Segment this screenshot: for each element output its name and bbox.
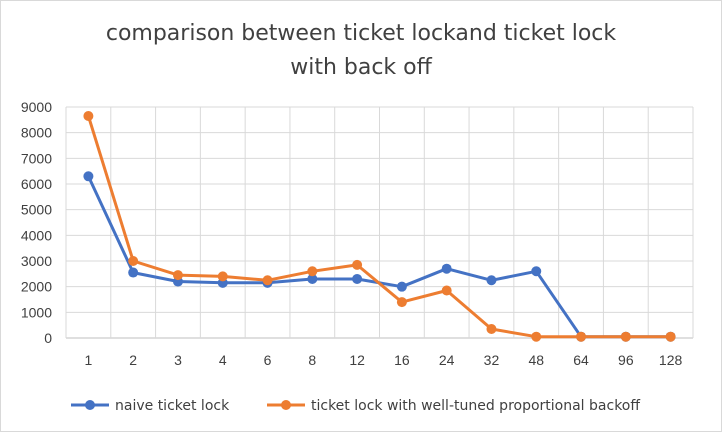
x-tick-label: 8 [308, 352, 316, 368]
data-point-series-2 [217, 271, 228, 282]
chart-title-line-1: comparison between ticket lockand ticket… [105, 21, 617, 46]
data-point-series-1 [83, 171, 94, 182]
data-point-series-1 [128, 267, 139, 278]
x-tick-label: 4 [219, 352, 227, 368]
data-point-series-1 [396, 281, 407, 292]
x-tick-label: 128 [659, 352, 683, 368]
data-point-series-2 [665, 331, 676, 342]
x-tick-label: 48 [528, 352, 544, 368]
data-point-series-2 [172, 270, 183, 281]
x-tick-label: 1 [84, 352, 92, 368]
legend-label-1: naive ticket lock [115, 398, 230, 414]
data-point-series-2 [128, 256, 139, 266]
y-tick-label: 4000 [21, 227, 52, 243]
chart-title-line-2: with back off [290, 55, 432, 80]
y-tick-label: 9000 [21, 99, 52, 115]
data-point-series-2 [83, 110, 94, 121]
y-tick-label: 6000 [21, 176, 52, 192]
x-tick-label: 12 [349, 352, 365, 368]
data-point-series-1 [486, 275, 497, 286]
data-point-series-1 [531, 266, 542, 277]
data-point-series-2 [262, 275, 273, 286]
x-tick-label: 32 [484, 352, 500, 368]
legend-marker-1 [85, 400, 95, 410]
legend-marker-2 [281, 400, 291, 410]
x-tick-label: 2 [129, 352, 137, 368]
data-point-series-2 [531, 331, 542, 342]
data-point-series-1 [441, 263, 452, 274]
data-point-series-2 [576, 331, 587, 342]
data-point-series-2 [396, 297, 407, 308]
y-tick-label: 1000 [21, 304, 52, 320]
data-point-series-1 [307, 273, 318, 284]
legend-label-2: ticket lock with well-tuned proportional… [311, 398, 640, 414]
x-tick-label: 24 [439, 352, 455, 368]
x-tick-label: 16 [394, 352, 410, 368]
y-tick-label: 2000 [21, 279, 52, 295]
data-point-series-2 [486, 324, 497, 335]
data-point-series-2 [352, 259, 363, 270]
y-tick-label: 0 [44, 330, 52, 346]
x-tick-label: 6 [264, 352, 272, 368]
x-tick-label: 3 [174, 352, 182, 368]
data-point-series-2 [620, 331, 631, 342]
y-tick-label: 5000 [21, 202, 52, 218]
x-tick-label: 64 [573, 352, 589, 368]
y-tick-label: 8000 [21, 125, 52, 141]
y-tick-label: 7000 [21, 150, 52, 166]
chart-title: comparison between ticket lockand ticket… [1, 17, 721, 85]
x-tick-label: 96 [618, 352, 634, 368]
data-point-series-2 [441, 285, 452, 296]
data-point-series-1 [352, 273, 363, 284]
y-tick-label: 3000 [21, 253, 52, 269]
series-line-2 [86, 114, 673, 339]
data-point-series-2 [307, 266, 318, 277]
